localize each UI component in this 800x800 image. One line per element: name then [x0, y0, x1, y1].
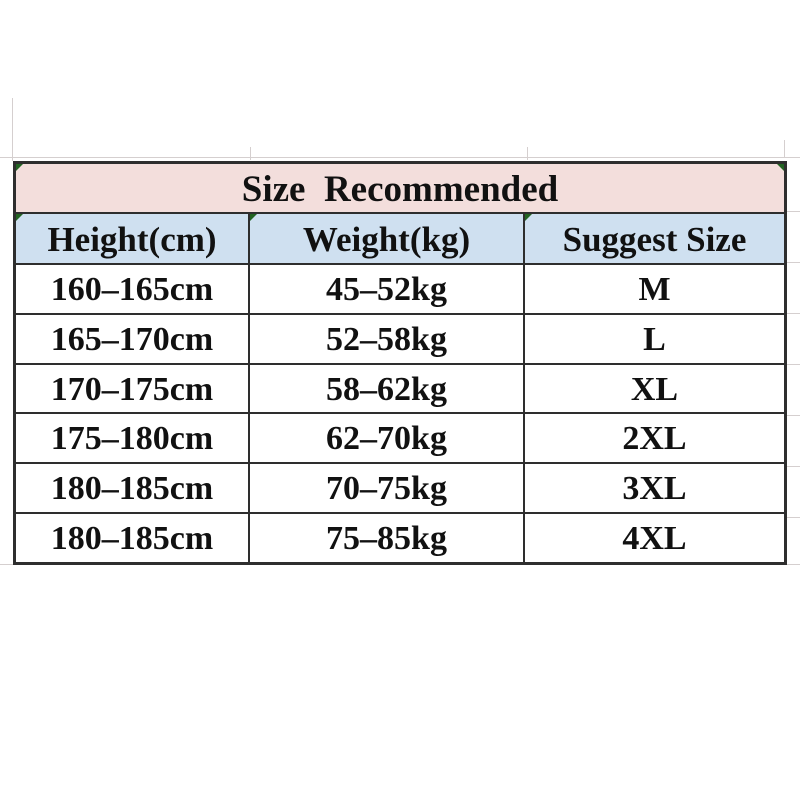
weight-cell[interactable]: 70–75kg: [250, 464, 525, 513]
sheet-gridline: [787, 415, 800, 416]
table-title: Size Recommended: [241, 168, 559, 210]
error-triangle-icon: [16, 164, 23, 171]
cell-value: 165–170cm: [50, 320, 214, 358]
table-row: 180–185cm 75–85kg 4XL: [16, 514, 784, 562]
table-row: 180–185cm 70–75kg 3XL: [16, 464, 784, 515]
sheet-gridline: [527, 147, 528, 160]
sheet-gridline: [787, 313, 800, 314]
error-triangle-icon: [16, 214, 23, 223]
height-cell[interactable]: 180–185cm: [16, 464, 250, 513]
column-header-label: Suggest Size: [562, 220, 747, 259]
size-cell[interactable]: L: [525, 315, 784, 363]
weight-cell[interactable]: 45–52kg: [250, 265, 525, 313]
cell-value: L: [643, 320, 666, 358]
cell-value: 75–85kg: [326, 520, 447, 558]
cell-value: 62–70kg: [326, 420, 447, 458]
cell-value: 2XL: [622, 420, 687, 458]
height-cell[interactable]: 170–175cm: [16, 364, 250, 413]
size-cell[interactable]: 4XL: [525, 514, 784, 562]
size-cell[interactable]: M: [525, 265, 784, 313]
cell-value: 3XL: [622, 470, 687, 508]
size-cell[interactable]: XL: [525, 365, 784, 413]
error-triangle-icon: [525, 214, 532, 223]
table-row: 175–180cm 62–70kg 2XL: [16, 414, 784, 465]
column-header-height[interactable]: Height(cm): [16, 214, 250, 263]
table-header-row: Height(cm) Weight(kg) Suggest Size: [16, 214, 784, 265]
cell-value: 170–175cm: [50, 370, 214, 408]
cell-value: 45–52kg: [326, 270, 447, 308]
cell-value: 160–165cm: [50, 270, 214, 308]
error-triangle-icon: [777, 164, 784, 171]
sheet-gridline: [787, 466, 800, 467]
error-triangle-icon: [250, 214, 257, 223]
sheet-gridline: [787, 211, 800, 212]
sheet-gridline: [787, 262, 800, 263]
sheet-gridline: [0, 157, 800, 158]
table-row: 170–175cm 58–62kg XL: [16, 364, 784, 415]
cell-value: 52–58kg: [326, 320, 447, 358]
size-cell[interactable]: 3XL: [525, 464, 784, 512]
height-cell[interactable]: 160–165cm: [16, 265, 250, 313]
column-header-label: Height(cm): [47, 220, 217, 259]
table-row: 165–170cm 52–58kg L: [16, 314, 784, 365]
cell-value: 180–185cm: [50, 520, 214, 558]
cell-value: 70–75kg: [326, 470, 447, 508]
sheet-gridline: [250, 147, 251, 160]
column-header-suggest-size[interactable]: Suggest Size: [525, 214, 784, 263]
column-header-label: Weight(kg): [302, 220, 471, 259]
sheet-gridline: [787, 564, 800, 565]
cell-value: 58–62kg: [326, 370, 447, 408]
height-cell[interactable]: 165–170cm: [16, 314, 250, 363]
cell-value: 4XL: [622, 520, 687, 558]
size-chart-table: Size Recommended Height(cm) Weight(kg) S…: [13, 161, 787, 565]
sheet-gridline: [787, 364, 800, 365]
cell-value: M: [638, 270, 671, 308]
table-row: 160–165cm 45–52kg M: [16, 265, 784, 315]
column-header-weight[interactable]: Weight(kg): [250, 214, 525, 263]
weight-cell[interactable]: 58–62kg: [250, 364, 525, 413]
sheet-gridline: [787, 517, 800, 518]
sheet-gridline: [12, 98, 13, 161]
weight-cell[interactable]: 62–70kg: [250, 414, 525, 463]
sheet-gridline: [0, 564, 13, 565]
size-cell[interactable]: 2XL: [525, 414, 784, 462]
weight-cell[interactable]: 75–85kg: [250, 514, 525, 562]
cell-value: 180–185cm: [50, 470, 214, 508]
height-cell[interactable]: 180–185cm: [16, 514, 250, 562]
weight-cell[interactable]: 52–58kg: [250, 314, 525, 363]
height-cell[interactable]: 175–180cm: [16, 414, 250, 463]
table-title-cell[interactable]: Size Recommended: [16, 164, 784, 214]
cell-value: XL: [630, 370, 679, 408]
cell-value: 175–180cm: [50, 420, 214, 458]
sheet-gridline: [784, 140, 785, 157]
